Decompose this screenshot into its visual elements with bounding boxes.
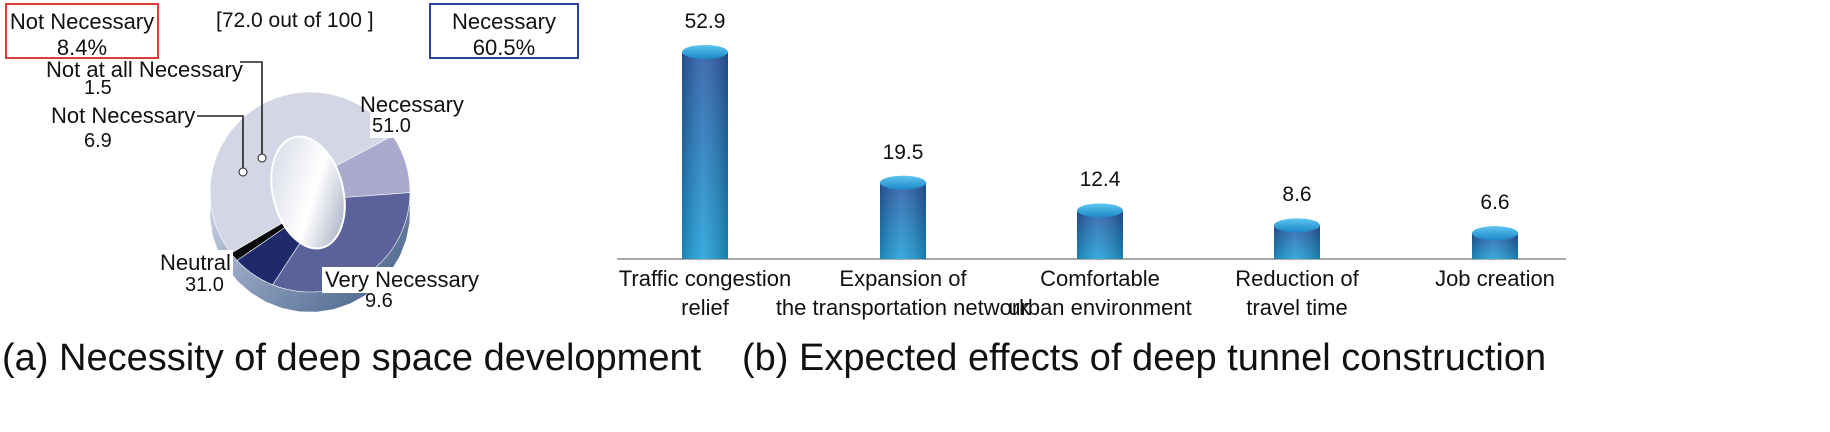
bar-value-label: 6.6 (1480, 191, 1510, 215)
slice-label-not-necessary: Not Necessary (51, 103, 196, 128)
bar-category-label: Traffic congestion relief (618, 266, 792, 320)
bar-category-label: Job creation (1435, 266, 1555, 291)
bar-cap (1472, 226, 1518, 241)
bar-category-label: Reduction of travel time (1235, 266, 1359, 320)
bar-3 (1274, 218, 1320, 259)
score-text: [72.0 out of 100 ] (216, 9, 374, 32)
bar-chart (682, 45, 1518, 259)
bar-2 (1077, 203, 1123, 259)
slice-value-necessary: 51.0 (370, 114, 413, 138)
leader-line-not-necessary (197, 115, 244, 171)
bar-category-label: Expansion of the transportation network (775, 266, 1031, 320)
bar-4 (1472, 226, 1518, 259)
bar-cap (682, 45, 728, 59)
slice-label-necessary: Necessary (360, 92, 464, 117)
summary-necessary-box: Necessary 60.5% (429, 3, 579, 60)
slice-label-not-at-all: Not at all Necessary (46, 57, 243, 82)
summary-not-necessary-box: Not Necessary 8.4% (5, 3, 159, 60)
slice-value-not-necessary: 6.9 (84, 130, 112, 152)
leader-dot-not-necessary (238, 167, 248, 177)
slice-label-very-necessary: Very Necessary (322, 267, 483, 293)
bar-value-label: 12.4 (1079, 168, 1121, 192)
summary-necessary-label: Necessary (452, 9, 556, 34)
donut-hole (270, 135, 346, 250)
bar-1 (880, 175, 926, 259)
summary-not-necessary-value: 8.4% (56, 35, 108, 60)
bar-category-label: Comfortable urban environment (1008, 266, 1192, 320)
leader-dot-not-at-all (257, 153, 267, 163)
bar-cap (1274, 218, 1320, 233)
bar-shade (682, 52, 728, 259)
bar-cap (880, 175, 926, 190)
slice-value-neutral: 31.0 (185, 274, 224, 296)
slice-label-neutral: Neutral (158, 250, 233, 276)
bar-cap (1077, 203, 1123, 218)
bar-value-label: 19.5 (882, 140, 924, 164)
slice-value-not-at-all: 1.5 (84, 77, 112, 99)
bar-value-label: 8.6 (1282, 183, 1312, 207)
summary-necessary-value: 60.5% (472, 35, 536, 60)
summary-not-necessary-label: Not Necessary (9, 9, 155, 34)
bar-0 (682, 45, 728, 259)
slice-value-very-necessary: 9.6 (365, 290, 393, 312)
caption-panel-b: (b) Expected effects of deep tunnel cons… (742, 337, 1547, 379)
donut-chart (209, 91, 411, 312)
leader-line-not-at-all (240, 61, 263, 156)
caption-panel-a: (a) Necessity of deep space development (2, 337, 702, 379)
bar-value-label: 52.9 (684, 10, 726, 33)
bar-shade (880, 182, 926, 259)
bar-shade (1077, 210, 1123, 259)
